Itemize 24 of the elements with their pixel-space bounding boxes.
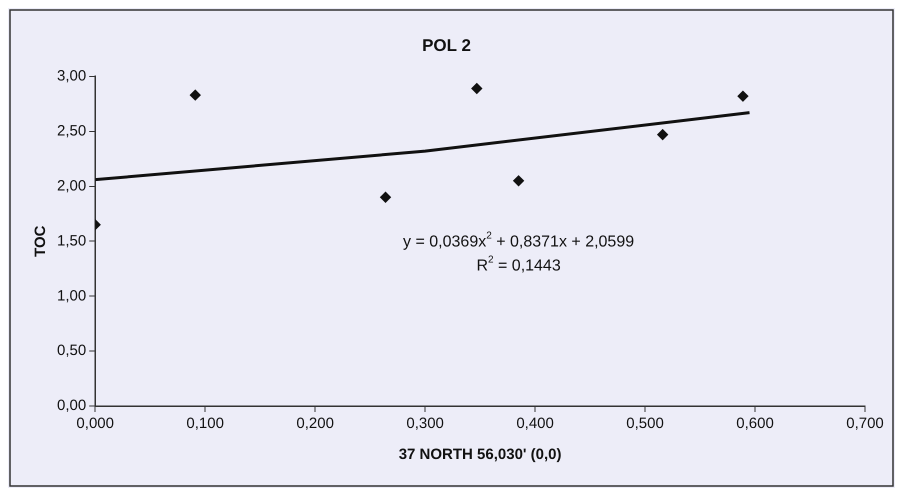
y-axis-title: TOC [32,225,50,257]
y-tick-label: 1,50 [56,232,86,250]
point [657,129,668,140]
y-tick-label: 0,50 [56,342,86,360]
point [513,175,524,186]
x-tick-label: 0,600 [736,415,774,432]
point [737,90,748,102]
x-tick-label: 0,400 [516,415,554,432]
x-tick-label: 0,500 [626,415,664,432]
y-tick-label: 3,00 [56,68,86,85]
x-tick-label: 0,700 [846,415,884,432]
y-tick-label: 2,50 [56,122,86,140]
x-tick-label: 0,100 [186,415,224,432]
x-axis-title: 37 NORTH 56,030' (0,0) [398,446,562,464]
point [190,90,201,101]
point [471,82,482,94]
point [380,192,392,203]
x-tick-label: 0,000 [76,415,114,432]
chart-title: POL 2 [422,36,471,55]
x-tick-label: 0,200 [296,415,334,432]
y-tick-label: 0,00 [56,397,86,414]
x-tick-label: 0,300 [406,415,444,432]
y-tick-label: 2,00 [56,177,86,194]
y-tick-label: 1,00 [56,287,86,304]
